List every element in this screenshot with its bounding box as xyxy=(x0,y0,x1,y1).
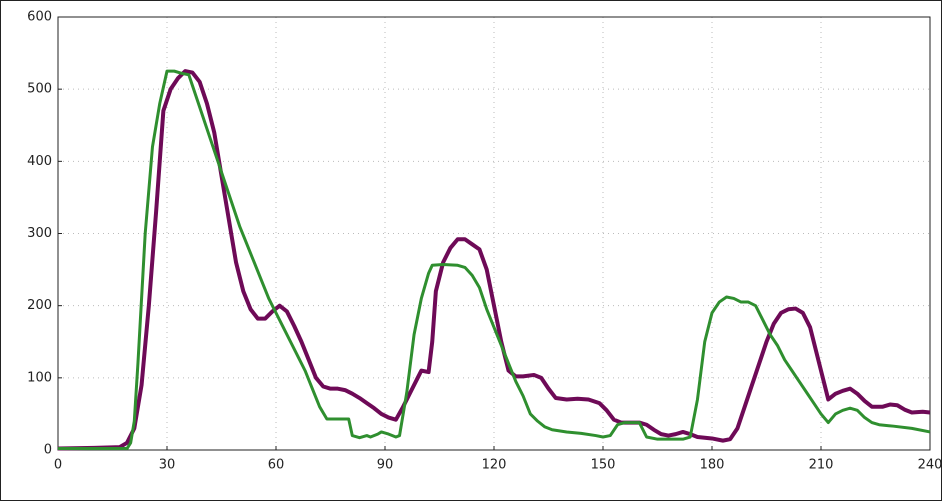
plot-area xyxy=(57,16,931,451)
x-tick-label: 90 xyxy=(377,458,394,473)
x-tick-label: 240 xyxy=(918,458,942,473)
y-tick-label: 400 xyxy=(27,154,52,169)
y-tick-label: 0 xyxy=(44,443,52,458)
x-tick-label: 60 xyxy=(268,458,285,473)
y-tick-label: 100 xyxy=(27,370,52,385)
x-tick-label: 0 xyxy=(54,458,62,473)
x-tick-label: 120 xyxy=(482,458,507,473)
y-tick-label: 600 xyxy=(27,10,52,25)
x-tick-label: 210 xyxy=(809,458,834,473)
x-tick-label: 180 xyxy=(700,458,725,473)
x-tick-label: 150 xyxy=(591,458,616,473)
line-series xyxy=(57,69,931,451)
x-tick-label: 30 xyxy=(159,458,176,473)
line-series xyxy=(58,69,931,451)
y-tick-label: 200 xyxy=(27,298,52,313)
y-tick-label: 300 xyxy=(27,226,52,241)
y-tick-label: 500 xyxy=(27,82,52,97)
